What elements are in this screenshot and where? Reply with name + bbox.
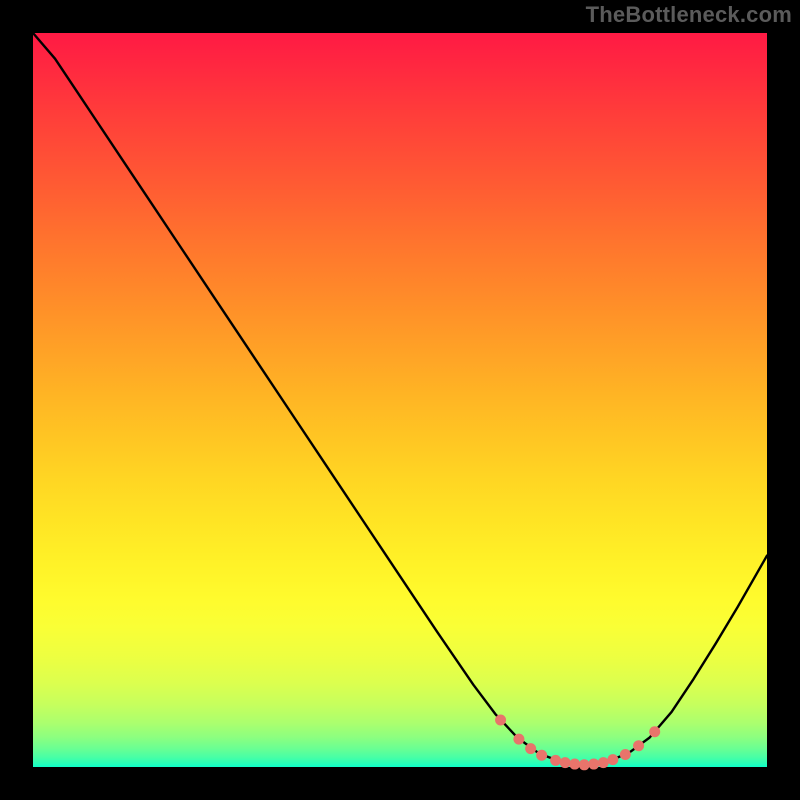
optimal-dot (607, 754, 618, 765)
optimal-dot (579, 759, 590, 770)
optimal-dot (620, 749, 631, 760)
optimal-dot (513, 734, 524, 745)
optimal-dot (560, 757, 571, 768)
optimal-dot (536, 750, 547, 761)
chart-svg (0, 0, 800, 800)
optimal-dot (633, 740, 644, 751)
watermark-text: TheBottleneck.com (586, 2, 792, 28)
optimal-dot (598, 757, 609, 768)
optimal-dot (550, 755, 561, 766)
plot-background (33, 33, 767, 767)
optimal-dot (525, 743, 536, 754)
optimal-dot (569, 759, 580, 770)
optimal-dot (495, 715, 506, 726)
optimal-dot (649, 726, 660, 737)
optimal-dot (588, 759, 599, 770)
bottleneck-chart: TheBottleneck.com (0, 0, 800, 800)
